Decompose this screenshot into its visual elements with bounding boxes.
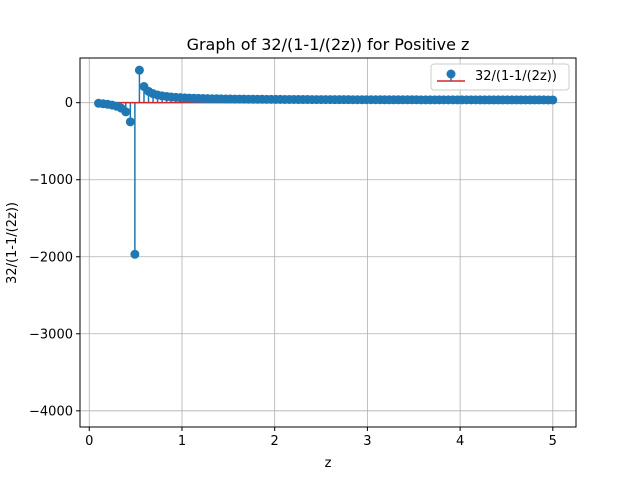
data-point	[130, 249, 140, 259]
data-point	[121, 107, 131, 117]
legend-box	[430, 63, 570, 91]
y-axis-label: 32/(1-1/(2z))	[5, 202, 20, 284]
x-tick-label: 2	[271, 434, 279, 449]
x-axis-ticks: 0 1 2 3 4 5	[85, 427, 557, 449]
x-tick-label: 0	[85, 434, 93, 449]
y-axis-ticks: −4000 −3000 −2000 −1000 0	[29, 96, 80, 419]
markers	[94, 65, 558, 259]
legend-label: 32/(1-1/(2z))	[475, 69, 557, 84]
data-point	[548, 95, 558, 105]
x-tick-label: 5	[549, 434, 557, 449]
plot-frame	[79, 57, 577, 428]
chart-title: Graph of 32/(1-1/(2z)) for Positive z	[187, 35, 470, 54]
x-tick-label: 3	[363, 434, 371, 449]
y-tick-label: 0	[65, 96, 73, 111]
legend: 32/(1-1/(2z))	[430, 63, 570, 91]
plot-area	[80, 58, 576, 427]
x-tick-label: 1	[178, 434, 186, 449]
data-point	[125, 117, 135, 127]
legend-marker	[446, 69, 456, 79]
x-tick-label: 4	[456, 434, 464, 449]
data-point	[134, 65, 144, 75]
y-tick-label: −1000	[29, 173, 73, 188]
y-tick-label: −2000	[29, 250, 73, 265]
y-tick-label: −3000	[29, 327, 73, 342]
y-tick-label: −4000	[29, 404, 73, 419]
x-axis-label: z	[325, 456, 332, 471]
